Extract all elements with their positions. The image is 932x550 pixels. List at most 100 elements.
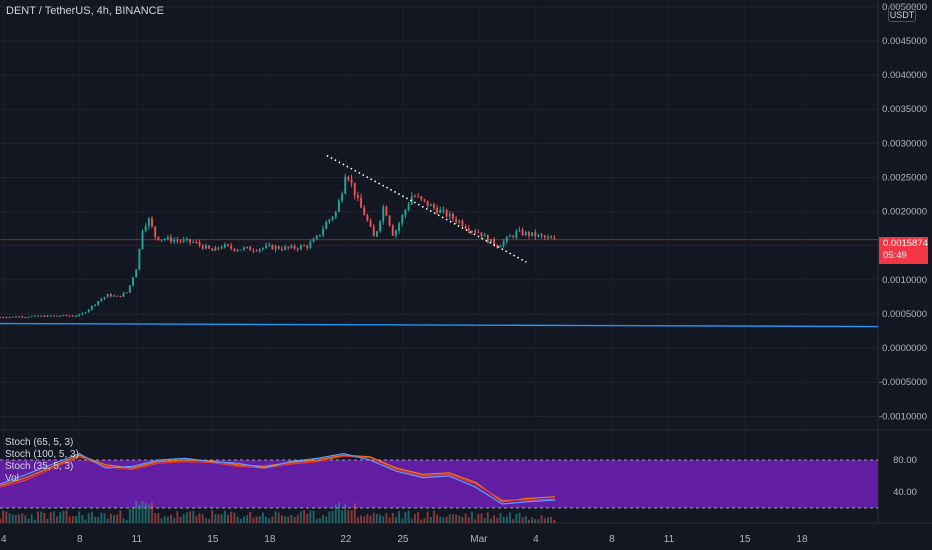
candle-body	[483, 234, 486, 237]
volume-bar	[325, 516, 328, 523]
volume-bar	[372, 512, 375, 523]
candle-body	[84, 312, 87, 314]
volume-bar	[170, 514, 172, 523]
stoch-band	[0, 460, 878, 508]
volume-bar	[214, 514, 217, 523]
volume-bar	[0, 518, 1, 523]
x-tick-label: 18	[796, 534, 808, 545]
y-tick-label: 0.0045000	[882, 36, 927, 47]
volume-bar	[40, 511, 43, 523]
volume-bar	[344, 504, 347, 523]
volume-bar	[211, 510, 214, 523]
candle-body	[147, 218, 150, 227]
osc-y-tick-label: 80.00	[893, 455, 917, 466]
candle-body	[144, 226, 147, 231]
volume-bar	[18, 514, 20, 523]
volume-bar	[217, 514, 220, 523]
volume-bar	[537, 519, 540, 523]
candle-body	[303, 245, 306, 247]
volume-bar	[299, 511, 302, 523]
volume-bar	[59, 512, 62, 523]
volume-bar	[43, 513, 46, 523]
candle-body	[236, 249, 239, 251]
volume-bar	[423, 518, 426, 523]
candle-body	[464, 226, 467, 229]
x-tick-label: 8	[609, 534, 615, 545]
volume-bar	[125, 519, 128, 523]
candle-body	[157, 236, 160, 241]
candle-body	[249, 247, 252, 251]
volume-bar	[366, 513, 369, 523]
volume-bar	[195, 515, 198, 523]
candle-body	[33, 315, 36, 317]
candle-body	[407, 204, 410, 210]
candle-body	[14, 316, 17, 318]
y-tick-label: 0.0025000	[882, 172, 927, 183]
volume-bar	[227, 514, 230, 523]
legend-stoch-65[interactable]: Stoch (65, 5, 3)	[5, 437, 74, 448]
legend-volume[interactable]: Vol	[5, 473, 19, 484]
volume-bar	[30, 513, 33, 523]
candle-body	[518, 229, 521, 232]
volume-bar	[413, 513, 416, 523]
volume-bar	[505, 516, 508, 523]
volume-bar	[265, 516, 268, 523]
y-tick-label: 0.0050000	[882, 2, 927, 13]
volume-bar	[426, 511, 429, 523]
volume-bar	[261, 512, 264, 523]
volume-bar	[198, 513, 201, 523]
volume-bar	[524, 516, 527, 523]
candle-body	[125, 292, 128, 294]
volume-bar	[489, 518, 492, 523]
candle-body	[458, 220, 461, 222]
volume-bar	[192, 511, 195, 523]
volume-bar	[404, 512, 407, 523]
x-tick-label: 11	[132, 534, 143, 545]
volume-bar	[360, 515, 363, 523]
candle-body	[445, 209, 448, 217]
candle-body	[543, 235, 546, 238]
candle-body	[496, 244, 499, 248]
candle-body	[394, 230, 397, 236]
candle-body	[160, 239, 163, 241]
candle-body	[40, 315, 43, 317]
candle-body	[94, 304, 96, 306]
candle-body	[439, 209, 442, 213]
volume-bar	[163, 515, 166, 523]
volume-bar	[493, 515, 496, 523]
candle-body	[255, 250, 258, 252]
candle-body	[119, 295, 122, 297]
volume-bar	[204, 518, 207, 523]
volume-bar	[306, 513, 309, 523]
volume-bar	[5, 511, 8, 523]
legend-stoch-35[interactable]: Stoch (35, 5, 3)	[5, 461, 74, 472]
candle-body	[325, 222, 328, 230]
volume-bar	[461, 517, 464, 523]
candle-body	[293, 245, 296, 249]
candle-body	[312, 238, 315, 243]
candle-body	[75, 315, 77, 317]
volume-bar	[21, 513, 24, 523]
volume-bar	[144, 503, 147, 523]
x-tick-label: 18	[264, 534, 276, 545]
candle-body	[360, 197, 363, 208]
volume-bar	[277, 512, 280, 523]
candle-body	[268, 244, 271, 246]
currency-badge[interactable]: USDT	[888, 6, 916, 22]
volume-bar	[252, 517, 255, 523]
candle-body	[252, 250, 255, 252]
volume-bar	[128, 508, 131, 523]
volume-bar	[515, 513, 518, 523]
legend-stoch-100[interactable]: Stoch (100, 5, 3)	[5, 449, 79, 460]
candle-body	[113, 295, 115, 297]
candle-body	[163, 239, 166, 241]
volume-bar	[179, 517, 182, 523]
x-tick-label: 4	[533, 534, 539, 545]
volume-bar	[417, 512, 420, 523]
volume-bar	[33, 519, 36, 523]
volume-bar	[451, 514, 454, 523]
candle-body	[179, 240, 182, 242]
candle-body	[550, 237, 553, 239]
volume-bar	[246, 515, 249, 523]
